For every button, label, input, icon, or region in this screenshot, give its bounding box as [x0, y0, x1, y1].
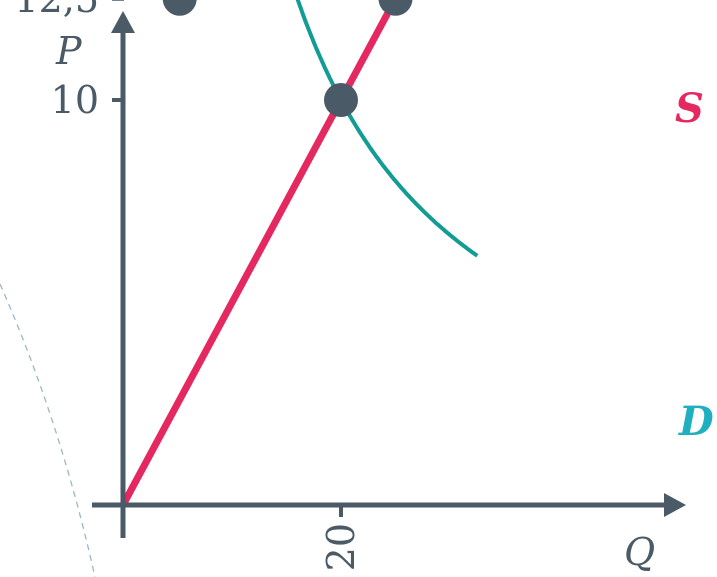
- supply-curve-label: S: [675, 85, 704, 132]
- x-tick-label: 20: [319, 523, 363, 571]
- points-layer: [162, 0, 413, 117]
- y-tick-label: 10: [51, 78, 99, 122]
- x-axis-arrow: [664, 493, 686, 517]
- data-point: [324, 83, 358, 117]
- labels-layer: P Q S D: [55, 29, 714, 574]
- supply-curve: [119, 0, 399, 509]
- demand-curve-label: D: [678, 398, 714, 445]
- decorative-arc: [0, 283, 96, 577]
- y-axis-arrow: [111, 11, 135, 33]
- data-point: [378, 0, 413, 16]
- demand-curve: [295, 0, 479, 258]
- data-point: [162, 0, 197, 16]
- axes-layer: 10 12,5 20: [14, 0, 686, 571]
- y-axis-label: P: [55, 29, 83, 73]
- x-axis-label: Q: [624, 530, 655, 574]
- y-tick-label: 12,5: [14, 0, 99, 21]
- curves-layer: [119, 0, 479, 509]
